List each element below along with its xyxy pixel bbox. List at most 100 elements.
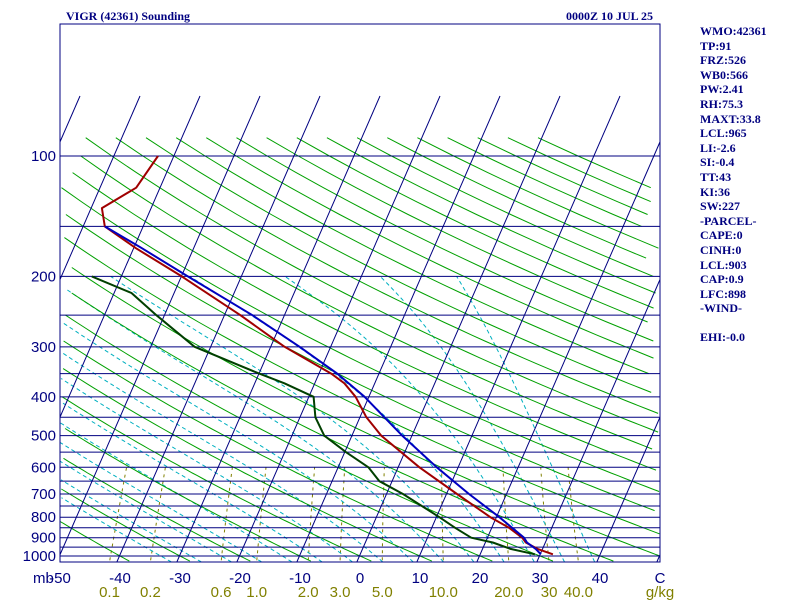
- dry-adiabat-180: [296, 137, 654, 309]
- pressure-tick-label: 800: [31, 509, 56, 526]
- index-entry: KI:36: [700, 184, 730, 199]
- index-entry: LCL:903: [700, 257, 747, 272]
- isotherm-30: [536, 279, 661, 563]
- index-entry: FRZ:526: [700, 53, 746, 68]
- dry-adiabat-150: [206, 137, 654, 359]
- dry-adiabat-200: [356, 137, 654, 277]
- dry-adiabat-50: [71, 267, 661, 557]
- dry-adiabat-70: [65, 214, 655, 512]
- plot-background: [60, 24, 660, 562]
- dry-adiabat-250: [507, 137, 651, 203]
- pressure-tick-label: 1000: [23, 548, 56, 565]
- moist-adiabat-5: [61, 352, 384, 563]
- index-entry: SI:-0.4: [700, 155, 735, 170]
- mixing-ratio-tick-label: 0.1: [99, 584, 120, 600]
- dewpoint-profile: [91, 275, 536, 556]
- index-entry: WB0:566: [700, 67, 748, 82]
- isotherms: [59, 95, 661, 563]
- temperature-tick-label: C: [655, 570, 666, 587]
- mixing-ratio-tick-label: 0.6: [211, 584, 232, 600]
- parcel-profile: [104, 225, 542, 555]
- sounding-profiles: [91, 155, 554, 556]
- index-entry: RH:75.3: [700, 96, 743, 111]
- dry-adiabat-120: [115, 137, 659, 414]
- pressure-tick-label: 900: [31, 530, 56, 547]
- stability-indices-panel: WMO:42361 TP:91 FRZ:526 WB0:566 PW:2.41 RH:75…: [700, 24, 798, 345]
- moist-adiabat-40: [456, 276, 596, 563]
- temperature-tick-label: 40: [592, 570, 609, 587]
- pressure-tick-label: 100: [31, 148, 56, 165]
- index-entry: [700, 316, 798, 331]
- dry-adiabat-80: [61, 187, 660, 492]
- dry-adiabat-100: [80, 155, 653, 450]
- moist-adiabat--30: [61, 497, 172, 563]
- isotherm--80: [59, 95, 81, 143]
- dry-adiabat-160: [236, 137, 654, 342]
- moist-adiabat-25: [189, 275, 505, 563]
- temperature-tick-label: 20: [472, 570, 489, 587]
- dry-adiabat-170: [266, 137, 648, 323]
- dry-adiabat--40: [59, 521, 130, 562]
- mixing-ratio-tick-label: 1.0: [246, 584, 267, 600]
- index-entry: TP:91: [700, 38, 732, 53]
- index-entry: CAPE:0: [700, 228, 743, 243]
- moist-adiabat-20: [110, 275, 475, 563]
- isotherm--60: [59, 95, 201, 418]
- index-entry: CAP:0.9: [700, 272, 744, 287]
- mixing-ratio-tick-label: 2.0: [298, 584, 319, 600]
- temperature-tick-label: 30: [532, 570, 549, 587]
- index-entry: TT:43: [700, 169, 732, 184]
- dry-adiabat-0: [61, 396, 372, 562]
- dry-adiabat-260: [537, 137, 651, 189]
- station-title: VIGR (42361) Sounding: [66, 9, 190, 23]
- dry-adiabat-10: [62, 368, 432, 562]
- isotherm-0: [356, 95, 561, 563]
- dry-adiabats: [59, 137, 661, 562]
- pressure-tick-label: 700: [31, 486, 56, 503]
- dry-adiabat-140: [175, 137, 649, 375]
- mixing-ratio-tick-label: 20.0: [494, 584, 523, 600]
- isotherm--30: [176, 95, 381, 563]
- temperature-tick-label: 10: [412, 570, 429, 587]
- isotherm--50: [59, 95, 261, 555]
- moist-adiabat-10: [61, 321, 414, 563]
- dry-adiabat-130: [145, 137, 652, 393]
- temperature-tick-label: -40: [109, 570, 131, 587]
- moist-adiabat--20: [60, 460, 232, 563]
- mixing-ratio-tick-label: 30: [541, 584, 558, 600]
- temperature-tick-label: -10: [289, 570, 311, 587]
- index-entry: MAXT:33.8: [700, 111, 761, 126]
- temperature-tick-label: -50: [49, 570, 71, 587]
- pressure-unit-label: mb: [33, 570, 54, 587]
- dry-adiabat--30: [61, 488, 191, 562]
- mixing-ratio-tick-label: 10.0: [429, 584, 458, 600]
- isotherm--70: [59, 95, 141, 280]
- observation-time: 0000Z 10 JUL 25: [566, 9, 653, 23]
- temperature-profile: [100, 155, 554, 556]
- dry-adiabat-60: [64, 237, 660, 535]
- index-entry: PW:2.41: [700, 82, 744, 97]
- mixing-ratio-tick-label: 5.0: [372, 584, 393, 600]
- mixing-ratio-tick-label: 3.0: [330, 584, 351, 600]
- pressure-tick-label: 500: [31, 428, 56, 445]
- plot-border: [59, 23, 661, 563]
- temperature-tick-label: 0: [356, 570, 364, 587]
- dry-adiabat-40: [71, 292, 614, 562]
- index-entry: WMO:42361: [700, 24, 767, 38]
- index-entry: -PARCEL-: [700, 213, 757, 228]
- pressure-tick-label: 300: [31, 339, 56, 356]
- isotherm-10: [416, 95, 621, 563]
- pressure-tick-label: 200: [31, 268, 56, 285]
- isotherm--40: [116, 95, 321, 563]
- moist-adiabat-15: [65, 288, 444, 563]
- index-entry: EHI:-0.0: [700, 330, 745, 345]
- moist-adiabat-0: [60, 378, 353, 563]
- isotherm--20: [236, 95, 441, 563]
- mixing-ratio-tick-label: 0.2: [140, 584, 161, 600]
- mixing-ratio-tick-label: 40.0: [564, 584, 593, 600]
- temperature-tick-label: -20: [229, 570, 251, 587]
- pressure-tick-label: 400: [31, 389, 56, 406]
- index-entry: LFC:898: [700, 286, 746, 301]
